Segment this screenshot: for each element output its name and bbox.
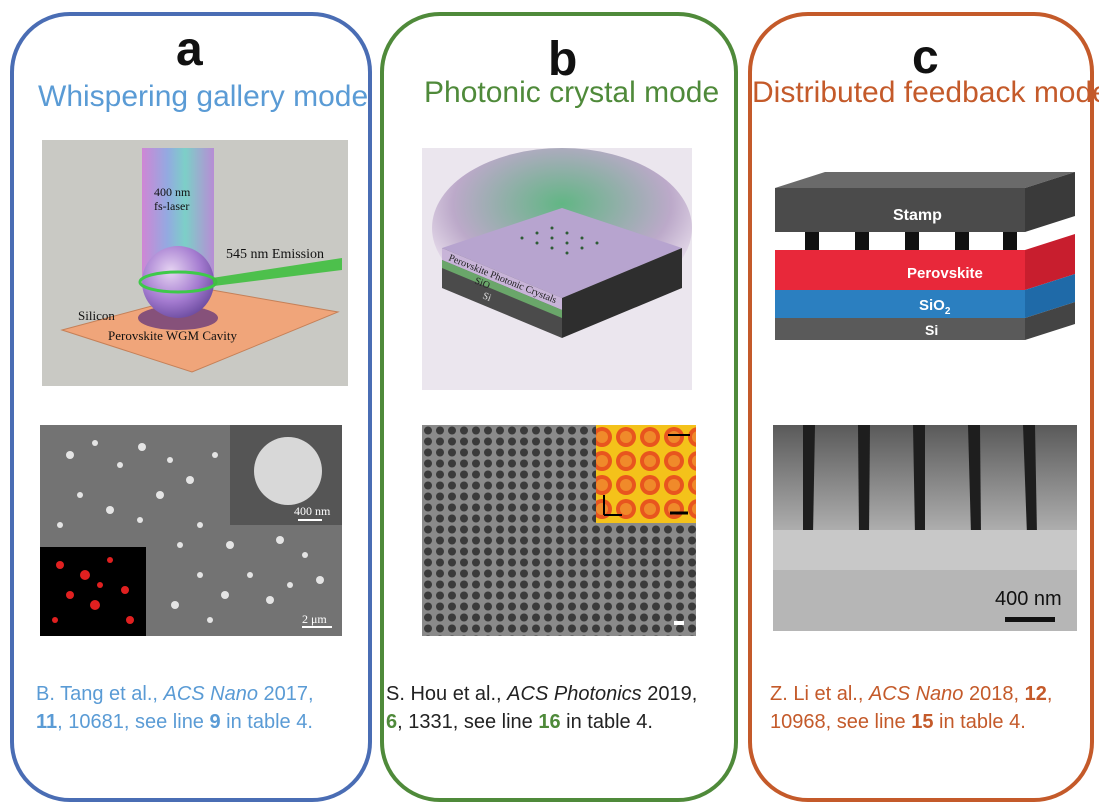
title-distributed-feedback: Distributed feedback mode	[752, 76, 1099, 109]
si-layer	[775, 318, 1025, 340]
field-inset	[596, 425, 696, 523]
emission-label: 545 nm Emission	[226, 247, 324, 262]
dfb-schematic: Stamp Perovskite SiO2 Si	[775, 160, 1081, 360]
emission-beam	[212, 258, 342, 286]
wgm-schematic: 400 nm fs-laser 545 nm Emission Silicon …	[42, 140, 348, 386]
caption-c: Z. Li et al., ACS Nano 2018, 12, 10968, …	[770, 683, 1053, 733]
sio2-label: SiO2	[919, 297, 951, 317]
layer-right	[562, 248, 682, 338]
dfb-scale-label: 400 nm	[995, 588, 1062, 610]
layer-label-si: Si	[481, 291, 493, 304]
stamp-layer	[775, 188, 1025, 232]
sio2-layer	[775, 290, 1025, 318]
sem-scale-label: 2 μm	[302, 612, 327, 626]
wgm-sem-image: 400 nm 2 μm	[40, 425, 342, 636]
panel-letter-a: a	[176, 23, 203, 76]
inset-sphere	[254, 437, 322, 505]
stamp-label: Stamp	[893, 207, 942, 224]
inset-scale-label: 400 nm	[294, 504, 331, 518]
perovskite-label: Perovskite	[907, 265, 983, 282]
dfb-sem-image: 400 nm	[773, 425, 1077, 631]
si-label: Si	[925, 322, 938, 338]
photonic-crystal-sem	[422, 425, 696, 636]
perovskite-layer	[775, 250, 1025, 290]
title-whispering-gallery: Whispering gallery mode	[38, 80, 369, 113]
caption-a: B. Tang et al., ACS Nano 2017, 11, 10681…	[36, 683, 314, 733]
title-photonic-crystal: Photonic crystal mode	[424, 76, 720, 109]
crystal-top	[442, 208, 682, 298]
panel-letter-b: b	[548, 33, 578, 86]
perovskite-sphere	[142, 246, 214, 318]
caption-b: S. Hou et al., ACS Photonics 2019, 6, 13…	[386, 683, 698, 733]
laser-type-label: fs-laser	[154, 199, 189, 213]
cavity-label: Perovskite WGM Cavity	[108, 328, 238, 343]
photonic-crystal-schematic: Perovskite Photonic Crystals SiO Si	[422, 148, 692, 390]
laser-wavelength-label: 400 nm	[154, 185, 191, 199]
substrate-label: Silicon	[78, 308, 115, 323]
layer-label-sio: SiO	[473, 276, 492, 292]
panel-letter-c: c	[912, 31, 939, 84]
